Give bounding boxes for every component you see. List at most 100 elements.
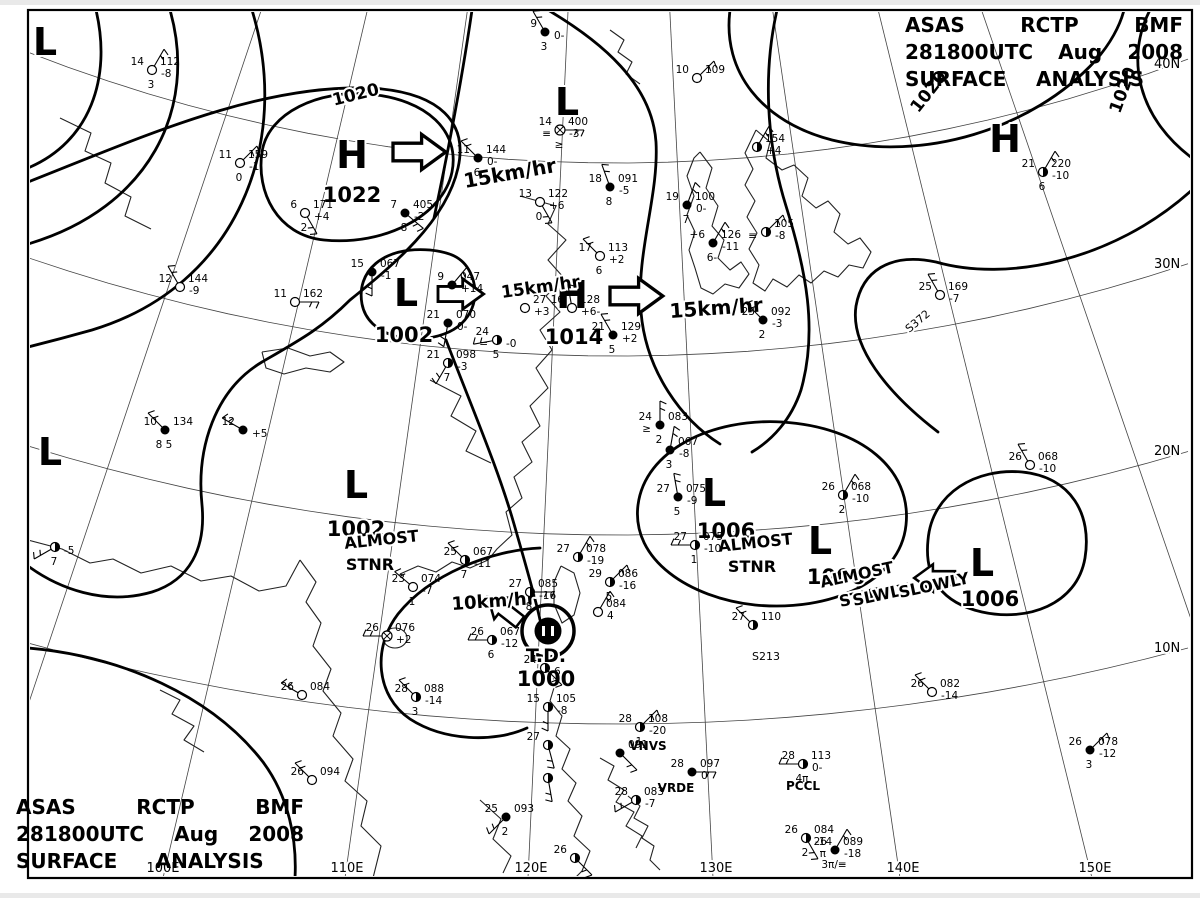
station-half-fill	[548, 702, 553, 712]
station-value: 078	[586, 543, 606, 555]
station-value: 144	[486, 144, 506, 156]
station-value: 5	[606, 591, 613, 603]
station-value: 5	[674, 506, 681, 518]
pressure-system-l: L	[555, 80, 579, 124]
station-value: -1	[381, 270, 391, 282]
station-plot: 12 +5	[222, 413, 267, 440]
wind-feather	[466, 266, 471, 274]
station-plot: 154+4	[751, 125, 785, 157]
wind-feather	[621, 569, 625, 576]
coast-interior-river	[59, 117, 152, 230]
station-value: -20	[649, 725, 666, 737]
station-value: -3	[569, 128, 579, 140]
wind-feather	[630, 769, 638, 773]
station-value: 154	[765, 133, 785, 145]
station-circle	[1085, 745, 1095, 755]
station-value: 26	[911, 678, 925, 690]
annotation-text: S213	[752, 650, 780, 663]
coast-interior-sw	[159, 689, 205, 753]
station-circle	[665, 445, 675, 455]
station-plot: 10 109	[676, 60, 725, 84]
station-value: 25	[919, 281, 932, 293]
title-word: SURFACE	[905, 67, 1007, 91]
station-value: 26	[471, 626, 485, 638]
scan-edge-top	[0, 0, 1200, 5]
title-word: RCTP	[136, 795, 195, 819]
station-plot: 11 159-1 0	[219, 145, 268, 184]
station-value: 6	[474, 167, 481, 179]
station-plot: 26 076+2	[362, 622, 415, 646]
station-plot: 24 6	[524, 654, 563, 688]
meridian	[878, 12, 1092, 876]
station-value: -3	[772, 318, 782, 330]
lon-label: 120E	[514, 861, 547, 876]
station-value: 068	[851, 481, 871, 493]
wind-feather	[362, 629, 367, 637]
wind-feather	[256, 145, 260, 153]
station-value: 067	[678, 436, 698, 448]
station-plot: 27 078-19	[557, 535, 606, 567]
station-value: 7	[390, 199, 397, 211]
station-circle	[655, 420, 665, 430]
station-circle	[534, 196, 546, 208]
station-half-fill	[492, 635, 497, 645]
wind-feather	[545, 799, 553, 803]
station-value: 26	[291, 766, 305, 778]
station-value: 6	[554, 666, 561, 678]
station-value: 10	[144, 416, 157, 428]
station-value: 27	[527, 731, 540, 743]
meridian	[669, 12, 714, 876]
wind-feather	[547, 766, 555, 769]
station-value: -8	[775, 230, 785, 242]
station-half-fill	[757, 142, 762, 152]
wind-feather	[163, 48, 169, 56]
station-value: 24	[639, 411, 653, 423]
station-value: 15	[527, 693, 540, 705]
station-circle	[238, 425, 248, 435]
parallel	[30, 257, 1189, 357]
station-plot: +6 126-11 6-	[690, 221, 741, 264]
station-value: 9	[437, 271, 444, 283]
station-value: 067	[380, 258, 400, 270]
wind-feather	[927, 273, 936, 275]
station-value: 18	[589, 173, 602, 185]
lon-label: 150E	[1078, 861, 1111, 876]
station-value: 097	[700, 758, 720, 770]
wind-feather	[735, 605, 743, 609]
station-value: 6-	[707, 252, 718, 264]
title-line: 281800UTC Aug 2008	[16, 821, 304, 848]
station-plot: 29 086-16 5	[589, 564, 638, 603]
station-value: 084	[606, 598, 626, 610]
station-value: 28	[671, 758, 684, 770]
station-plot: 27 085-16 8	[509, 578, 558, 613]
station-value: 6	[1039, 181, 1046, 193]
station-value: 27	[657, 483, 670, 495]
station-plot: 27 075-10 1	[670, 531, 723, 566]
station-circle	[758, 315, 768, 325]
station-plot: 091	[615, 739, 648, 773]
station-circle	[934, 289, 946, 301]
station-value: +2	[396, 634, 411, 646]
isobar-1006-loop	[636, 420, 908, 608]
station-circle	[501, 812, 511, 822]
station-value: 4	[607, 610, 614, 622]
station-value: 0-	[812, 762, 823, 774]
station-value: 9	[530, 18, 537, 30]
station-value: 25	[485, 803, 498, 815]
station-circle	[594, 250, 606, 262]
station-circle	[443, 318, 453, 328]
station-plot	[542, 772, 554, 803]
meridian	[981, 12, 1190, 618]
station-value: 23	[392, 573, 405, 585]
isobar	[30, 12, 179, 245]
station-value: 25	[444, 546, 457, 558]
wind-feather	[431, 377, 437, 385]
coastlines	[30, 29, 872, 876]
station-half-fill	[636, 795, 641, 805]
station-half-fill	[578, 552, 583, 562]
station-value: 0-	[696, 203, 707, 215]
station-value: 27	[732, 611, 745, 623]
